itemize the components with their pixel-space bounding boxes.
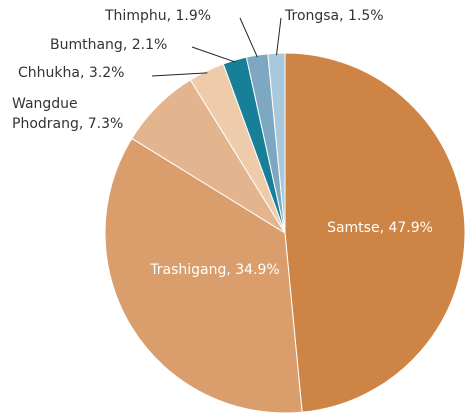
label-line: Phodrang, 7.3% <box>12 116 123 132</box>
data-label: Trashigang, 34.9% <box>149 262 280 278</box>
leader-line <box>191 46 236 63</box>
leader-line <box>276 17 282 56</box>
pie-slice <box>104 137 303 414</box>
data-label: Trongsa, 1.5% <box>284 8 384 24</box>
data-label: Samtse, 47.9% <box>327 220 433 236</box>
data-label: Thimphu, 1.9% <box>104 8 211 24</box>
data-label: Bumthang, 2.1% <box>50 37 167 53</box>
leader-line <box>239 17 258 58</box>
leader-line <box>151 72 208 77</box>
data-label: Wangdue Phodrang, 7.3% <box>12 96 123 132</box>
data-label: Chhukha, 3.2% <box>18 65 124 81</box>
label-line: Wangdue <box>12 96 78 112</box>
